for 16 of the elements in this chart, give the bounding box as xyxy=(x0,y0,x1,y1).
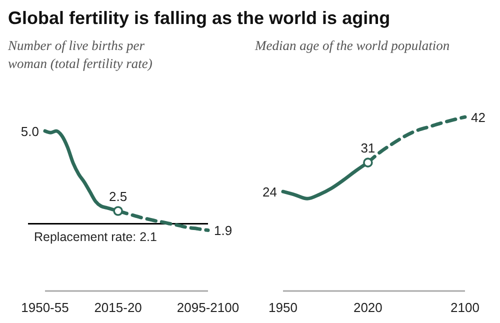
ref-line-label: Replacement rate: 2.1 xyxy=(34,230,158,244)
chart-subtitle: Median age of the world population xyxy=(254,38,450,53)
x-tick-label: 2020 xyxy=(353,300,382,315)
x-tick-label: 2095-2100 xyxy=(176,300,240,315)
data-label: 24 xyxy=(262,184,277,200)
chart-title: Global fertility is falling as the world is aging xyxy=(8,8,390,28)
chart-subtitle: Number of live births per woman (total fertility rate) xyxy=(7,38,153,71)
data-label: 42 xyxy=(471,110,486,125)
data-label: 1.9 xyxy=(214,223,232,238)
data-label: 5.0 xyxy=(20,124,39,139)
x-tick-label: 1950 xyxy=(268,300,298,315)
x-tick-label: 2015-20 xyxy=(94,300,142,315)
x-tick-label: 2100 xyxy=(450,300,480,315)
data-label: 2.5 xyxy=(109,189,128,204)
x-tick-label: 1950-55 xyxy=(21,300,69,315)
data-label: 31 xyxy=(360,140,376,156)
